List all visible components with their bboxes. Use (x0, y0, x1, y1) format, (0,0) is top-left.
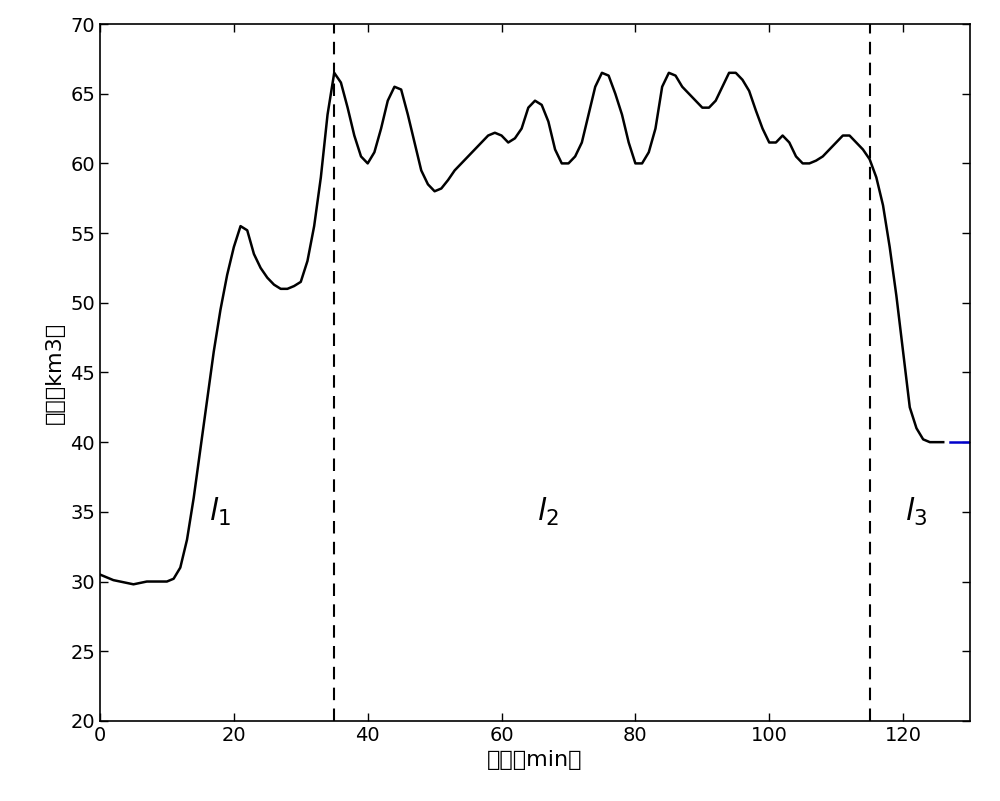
X-axis label: 时间（min）: 时间（min） (487, 751, 583, 771)
Text: $\boldsymbol{\mathit{l}}_3$: $\boldsymbol{\mathit{l}}_3$ (905, 496, 928, 528)
Text: $\boldsymbol{\mathit{l}}_2$: $\boldsymbol{\mathit{l}}_2$ (537, 496, 560, 528)
Y-axis label: 柜位（km3）: 柜位（km3） (45, 321, 65, 424)
Text: $\boldsymbol{\mathit{l}}_1$: $\boldsymbol{\mathit{l}}_1$ (209, 496, 232, 528)
